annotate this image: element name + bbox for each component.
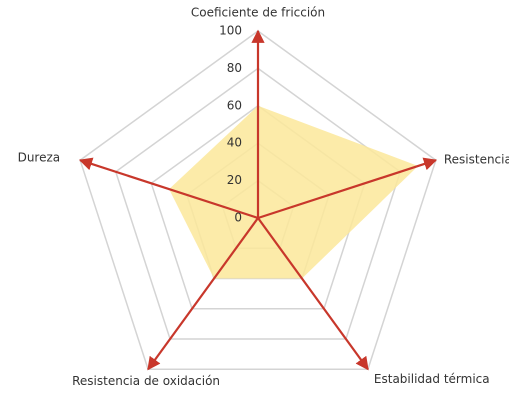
grid-ring — [79, 30, 437, 371]
tick-label: 100 — [219, 24, 242, 38]
axis-label: Dureza — [18, 151, 61, 165]
axis-line — [257, 217, 369, 371]
tick-label: 60 — [227, 98, 242, 112]
axes — [78, 29, 438, 371]
tick-label: 0 — [234, 211, 242, 225]
data-area — [169, 105, 419, 279]
axis-line — [78, 157, 259, 220]
axis-label: Resistencia de oxidación — [72, 374, 220, 388]
tick-label: 40 — [227, 136, 242, 150]
labels: 0 20 40 60 80 100 Coeficiente de fricción Resis… — [18, 6, 509, 388]
axis-line — [257, 157, 438, 220]
tick-label: 80 — [227, 61, 242, 75]
axis-label: Coeficiente de fricción — [191, 6, 325, 20]
axis-label: Estabilidad térmica — [374, 372, 490, 386]
axis-line — [147, 217, 259, 371]
data-area — [169, 105, 419, 279]
axis-label: Resistencia — [444, 153, 509, 167]
tick-label: 20 — [227, 173, 242, 187]
